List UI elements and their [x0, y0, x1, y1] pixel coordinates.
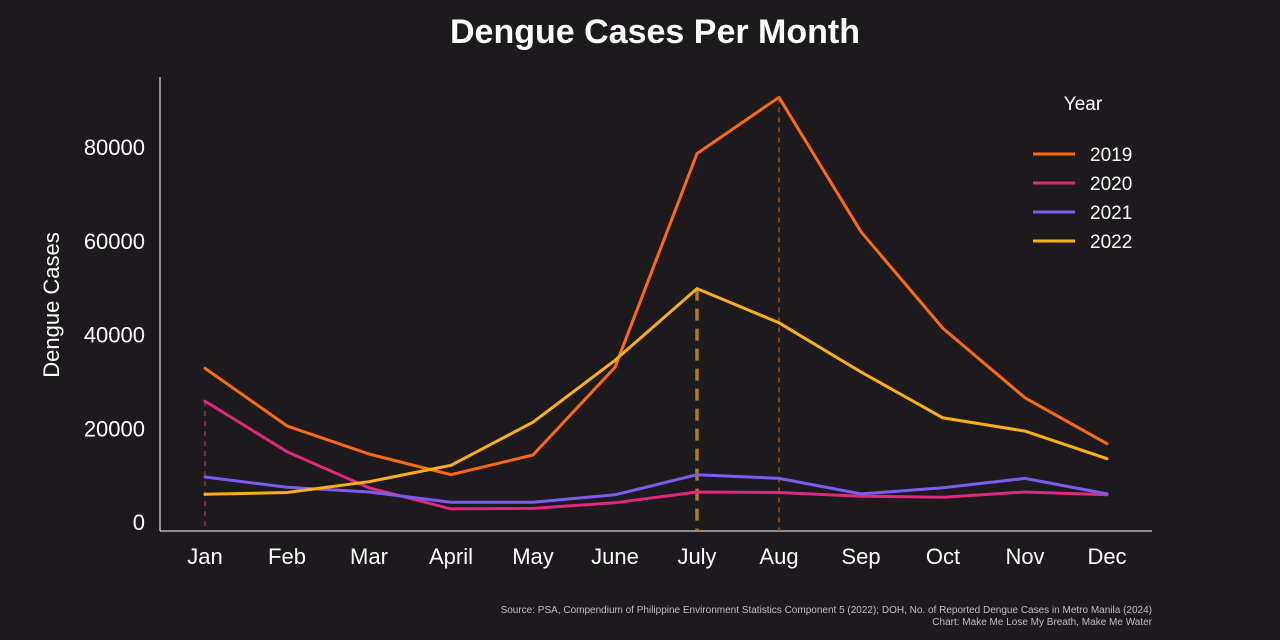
x-tick-label: Mar — [350, 544, 388, 569]
x-tick-label: July — [677, 544, 716, 569]
x-tick-label: June — [591, 544, 639, 569]
x-tick-label: Feb — [268, 544, 306, 569]
series-line-2019 — [203, 95, 1109, 477]
x-tick-label: April — [429, 544, 473, 569]
series-lines — [203, 95, 1109, 511]
source-line: Source: PSA, Compendium of Philippine En… — [501, 605, 1152, 616]
x-tick-labels: Jan Feb Mar April May June July Aug Sep Oct Nov Dec — [187, 544, 1126, 569]
series-line-2020 — [203, 399, 1109, 511]
legend-label-2020: 2020 — [1090, 174, 1132, 195]
x-tick-label: Sep — [841, 544, 880, 569]
legend-items: 2019 2020 2021 2022 — [1033, 145, 1132, 253]
x-tick-label: Aug — [759, 544, 798, 569]
y-tick-label: 60000 — [84, 229, 145, 254]
x-tick-label: Jan — [187, 544, 222, 569]
x-tick-label: Dec — [1087, 544, 1126, 569]
series-line-2022 — [203, 287, 1109, 496]
credit-line: Chart: Make Me Lose My Breath, Make Me W… — [932, 617, 1152, 628]
y-tick-label: 80000 — [84, 135, 145, 160]
series-line-2021 — [203, 473, 1109, 504]
y-tick-label: 0 — [133, 510, 145, 535]
legend-label-2022: 2022 — [1090, 232, 1132, 253]
legend-label-2021: 2021 — [1090, 203, 1132, 224]
y-tick-label: 20000 — [84, 416, 145, 441]
x-tick-label: Nov — [1005, 544, 1044, 569]
chart-title: Dengue Cases Per Month — [450, 13, 860, 51]
y-tick-labels: 0 20000 40000 60000 80000 — [84, 135, 145, 535]
y-tick-label: 40000 — [84, 323, 145, 348]
legend-title: Year — [1064, 94, 1103, 115]
x-tick-label: Oct — [926, 544, 960, 569]
legend-label-2019: 2019 — [1090, 145, 1132, 166]
x-tick-label: May — [512, 544, 554, 569]
y-axis-label: Dengue Cases — [39, 232, 64, 378]
legend: Year 2019 2020 2021 2022 — [1033, 94, 1132, 253]
